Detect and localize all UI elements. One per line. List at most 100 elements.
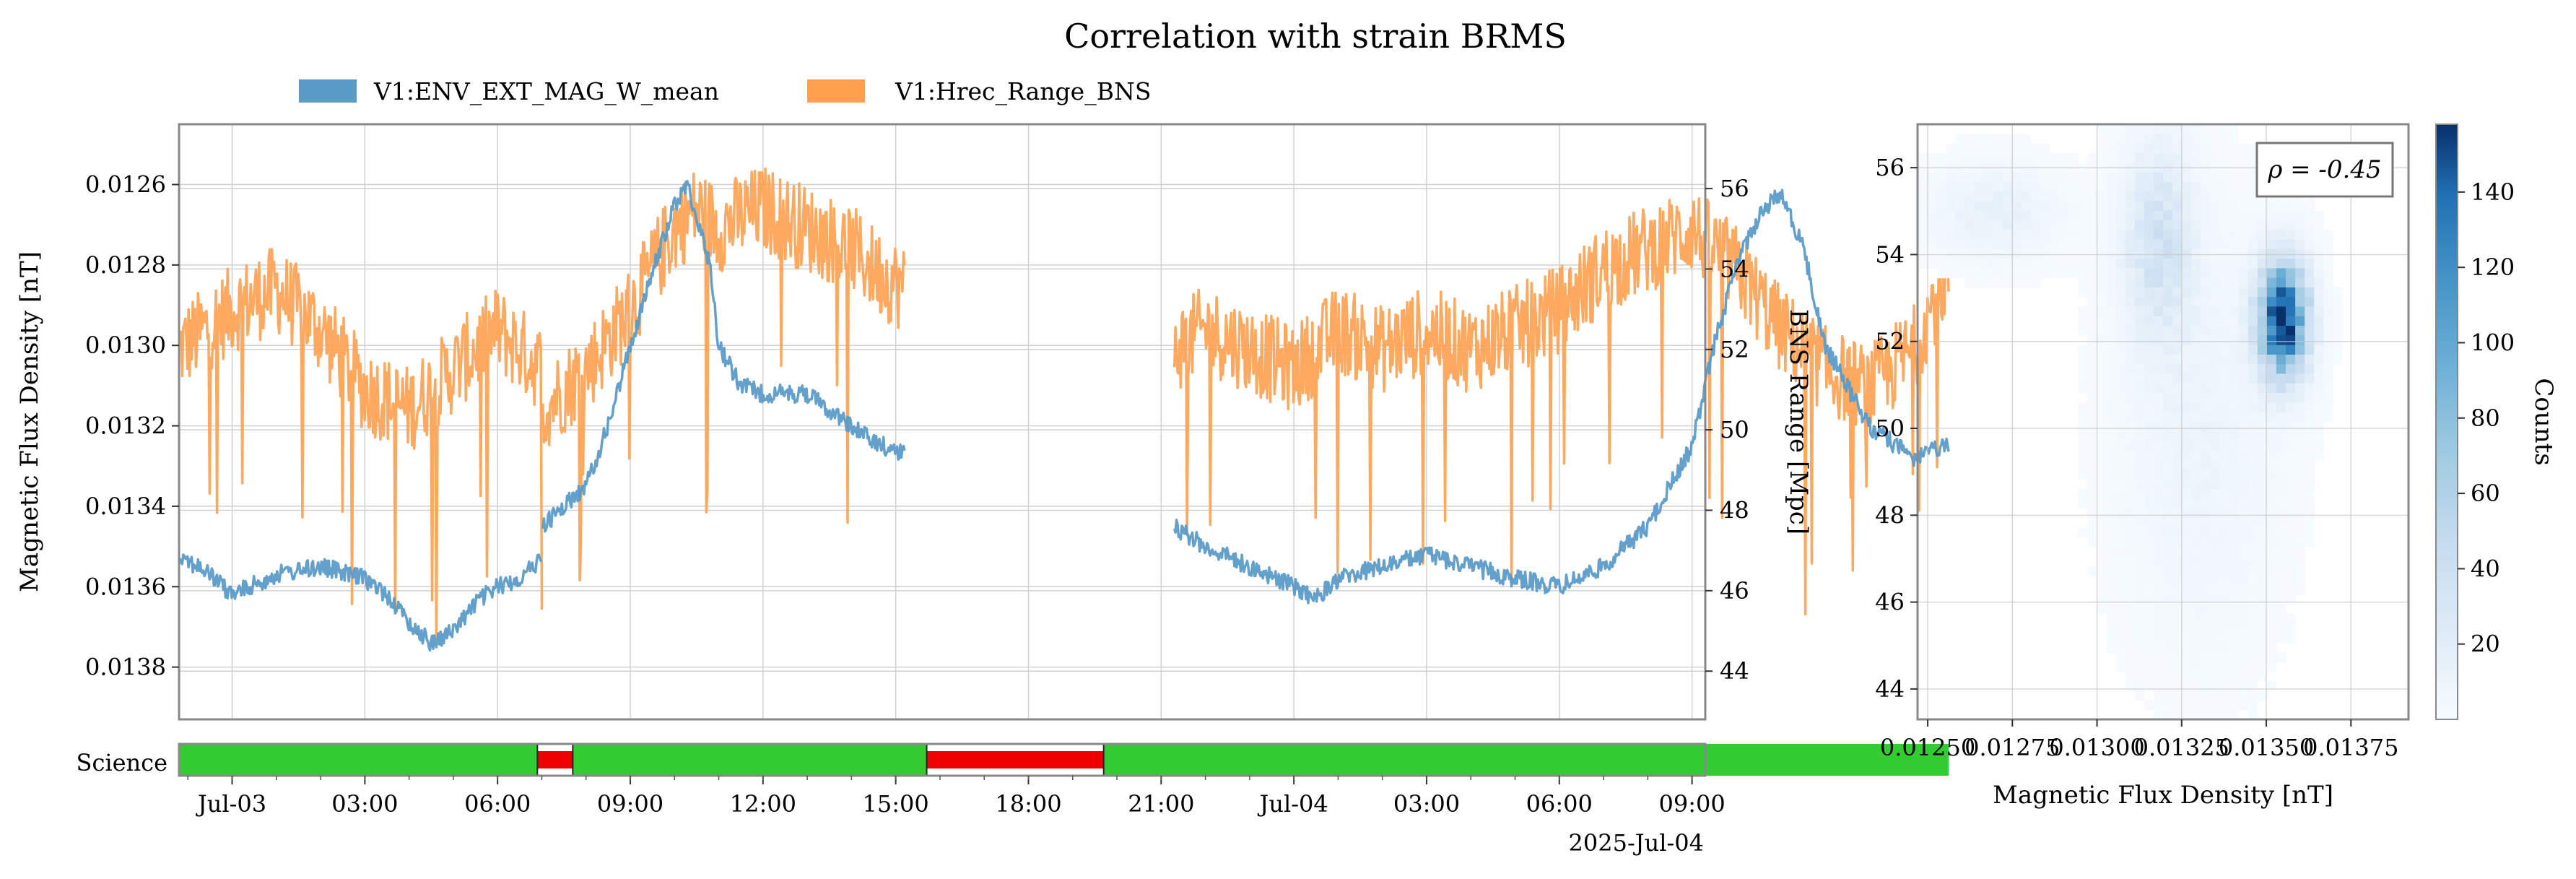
histogram-cell: [2087, 460, 2098, 471]
histogram-cell: [1927, 181, 1937, 192]
histogram-cell: [2286, 335, 2296, 346]
histogram-cell: [2002, 239, 2013, 250]
histogram-cell: [2257, 373, 2268, 384]
histogram-cell: [2201, 431, 2211, 442]
histogram-cell: [2276, 268, 2286, 279]
histogram-cell: [2229, 479, 2240, 490]
histogram-cell: [2229, 556, 2240, 566]
histogram-cell: [1964, 239, 1975, 250]
histogram-cell: [2229, 690, 2240, 701]
histogram-cell: [2248, 479, 2258, 490]
histogram-cell: [2276, 373, 2286, 384]
histogram-cell: [1993, 191, 2003, 202]
histogram-cell: [2106, 584, 2117, 595]
histogram-cell: [2153, 604, 2164, 615]
histogram-cell: [2248, 575, 2258, 586]
histogram-cell: [2163, 652, 2173, 662]
histogram-cell: [1918, 239, 1928, 250]
histogram-cell: [2172, 604, 2183, 615]
histogram-cell: [2134, 489, 2145, 499]
histogram-cell: [2323, 287, 2333, 298]
time-tick-label: 21:00: [1128, 790, 1194, 818]
histogram-cell: [2248, 210, 2258, 221]
histogram-cell: [2210, 479, 2221, 490]
histogram-cell: [2153, 479, 2164, 490]
histogram-cell: [2219, 210, 2230, 221]
histogram-cell: [1993, 220, 2003, 230]
histogram-cell: [2295, 373, 2305, 384]
histogram-cell: [2115, 181, 2126, 192]
histogram-cell: [2115, 508, 2126, 519]
magnetic-flux-series: [178, 553, 543, 652]
histogram-cell: [2050, 259, 2060, 269]
histogram-cell: [2201, 623, 2211, 633]
histogram-cell: [2134, 335, 2145, 346]
histogram-cell: [2078, 268, 2088, 279]
histogram-cell: [2219, 556, 2230, 566]
histogram-cell: [2182, 345, 2192, 355]
histogram-cell: [1974, 220, 1985, 230]
histogram-cell: [2201, 700, 2211, 711]
histogram-cell: [2172, 383, 2183, 394]
histogram-cell: [2068, 239, 2079, 250]
histogram-cell: [2087, 441, 2098, 451]
legend: V1:ENV_EXT_MAG_W_mean V1:Hrec_Range_BNS: [299, 77, 1151, 106]
histogram-cell: [2125, 460, 2136, 471]
histogram-cell: [1974, 134, 1985, 144]
histogram-cell: [2305, 489, 2315, 499]
histogram-cell: [2144, 556, 2154, 566]
histogram-cell: [2030, 172, 2041, 183]
histogram-cell: [2219, 422, 2230, 432]
histogram-cell: [1964, 201, 1975, 212]
histogram-cell: [2106, 604, 2117, 615]
legend-swatch-mag: [299, 79, 357, 103]
histogram-cell: [2333, 335, 2344, 346]
histogram-cell: [2248, 297, 2258, 308]
histogram-cell: [2172, 326, 2183, 336]
histogram-cell: [2144, 201, 2154, 212]
histogram-cell: [2257, 575, 2268, 586]
histogram-cell: [1936, 210, 1946, 221]
histogram-cell: [2266, 210, 2277, 221]
histogram-cell: [2266, 335, 2277, 346]
histogram-cell: [2266, 479, 2277, 490]
histogram-cell: [2172, 652, 2183, 662]
histogram-cell: [2125, 671, 2136, 682]
histogram-cell: [2078, 259, 2088, 269]
histogram-cell: [2248, 152, 2258, 163]
histogram-cell: [2219, 326, 2230, 336]
histogram-cell: [2238, 326, 2249, 336]
histogram-cell: [2115, 613, 2126, 624]
histogram-cell: [2257, 297, 2268, 308]
histogram-cell: [2115, 268, 2126, 279]
histogram-cell: [2305, 383, 2315, 394]
histogram-cell: [2229, 230, 2240, 241]
histogram-cell: [2134, 431, 2145, 442]
histogram-cell: [2305, 220, 2315, 230]
histogram-cell: [2276, 431, 2286, 442]
histogram-cell: [2191, 671, 2201, 682]
histogram-cell: [2030, 230, 2041, 241]
histogram-cell: [2191, 393, 2201, 403]
histogram-cell: [2163, 623, 2173, 633]
histogram-cell: [2182, 181, 2192, 192]
histogram-cell: [2248, 355, 2258, 365]
histogram-cell: [2333, 306, 2344, 317]
histogram-cell: [2201, 460, 2211, 471]
histogram-cell: [2266, 556, 2277, 566]
histogram-cell: [2163, 613, 2173, 624]
histogram-cell: [2021, 239, 2032, 250]
histogram-cell: [2172, 373, 2183, 384]
histogram-cell: [2191, 277, 2201, 288]
histogram-cell: [2087, 210, 2098, 221]
histogram-cell: [2134, 373, 2145, 384]
histogram-cell: [1974, 239, 1985, 250]
histogram-cell: [2106, 134, 2117, 144]
histogram-cell: [2134, 239, 2145, 250]
histogram-cell: [2323, 239, 2333, 250]
histogram-cell: [2144, 239, 2154, 250]
histogram-cell: [2115, 469, 2126, 480]
histogram-cell: [2286, 306, 2296, 317]
